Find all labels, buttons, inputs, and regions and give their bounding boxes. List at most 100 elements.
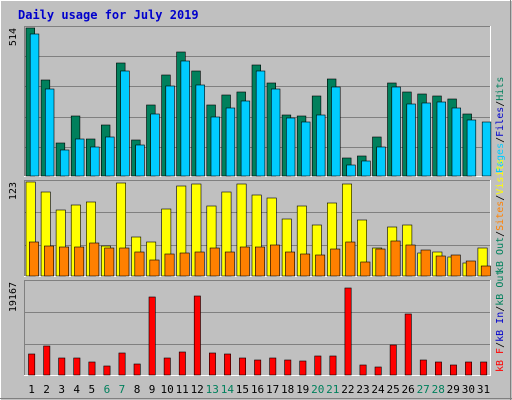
day-label: 31 bbox=[477, 383, 490, 396]
day-label: 3 bbox=[58, 383, 65, 396]
legend-separator: / bbox=[495, 231, 506, 237]
bar-kb-f bbox=[389, 344, 397, 376]
bar-pages bbox=[421, 102, 431, 177]
day-label: 24 bbox=[371, 383, 385, 396]
day-label: 28 bbox=[432, 383, 445, 396]
bar-sites bbox=[255, 246, 265, 277]
y-max-label: 19167 bbox=[8, 282, 19, 312]
bar-sites bbox=[224, 251, 235, 277]
bar-sites bbox=[74, 246, 85, 277]
bar-pages bbox=[75, 138, 85, 177]
legend-item: kB In bbox=[495, 312, 506, 342]
panel-bottom: 19167 kB F/kB In/kB Out bbox=[8, 270, 506, 376]
legend-item: kB Out bbox=[495, 237, 506, 273]
chart-title: Daily usage for July 2019 bbox=[18, 8, 199, 22]
bar-sites bbox=[149, 259, 160, 277]
day-label: 18 bbox=[281, 383, 294, 396]
bar-pages bbox=[481, 121, 492, 177]
bar-pages bbox=[135, 144, 145, 177]
day-label: 10 bbox=[160, 383, 173, 396]
bar-sites bbox=[390, 240, 401, 277]
bar-sites bbox=[300, 253, 311, 277]
bar-kb-f bbox=[73, 357, 81, 376]
bar-sites bbox=[480, 265, 491, 277]
bar-sites bbox=[345, 241, 356, 277]
bar-sites bbox=[435, 255, 446, 277]
bar-sites bbox=[375, 248, 386, 277]
bar-pages bbox=[59, 149, 70, 177]
panel-middle: 123 kB Out/Sites/Visits bbox=[8, 159, 506, 277]
day-label: 14 bbox=[221, 383, 235, 396]
bar-kb-f bbox=[209, 352, 216, 376]
bar-sites bbox=[104, 247, 115, 277]
day-label: 5 bbox=[88, 383, 95, 396]
day-label: 8 bbox=[134, 383, 141, 396]
legend-item: Files bbox=[495, 107, 506, 137]
bar-pages bbox=[44, 88, 55, 177]
bar-pages bbox=[391, 86, 401, 177]
bar-kb-f bbox=[193, 295, 201, 376]
legend-separator: / bbox=[495, 195, 506, 201]
bar-kb-f bbox=[224, 353, 231, 376]
bar-sites bbox=[59, 246, 70, 277]
day-label: 9 bbox=[149, 383, 156, 396]
bar-sites bbox=[119, 247, 130, 277]
day-label: 16 bbox=[251, 383, 264, 396]
bar-sites bbox=[420, 249, 431, 277]
bar-sites bbox=[164, 253, 175, 277]
day-label: 27 bbox=[417, 383, 430, 396]
bar-pages bbox=[90, 146, 100, 177]
bar-pages bbox=[270, 88, 281, 177]
bar-pages bbox=[225, 107, 236, 177]
bar-pages bbox=[376, 146, 386, 177]
legend-separator: / bbox=[495, 101, 506, 107]
day-label: 6 bbox=[104, 383, 111, 396]
day-label: 13 bbox=[206, 383, 219, 396]
day-label: 23 bbox=[356, 383, 369, 396]
legend-item: Visits bbox=[495, 159, 506, 195]
bar-pages bbox=[346, 164, 356, 177]
panel-legend: kB Out/Sites/Visits bbox=[495, 159, 506, 273]
bar-kb-f bbox=[480, 361, 488, 376]
bar-sites bbox=[465, 260, 476, 277]
bar-pages bbox=[436, 101, 446, 177]
bar-kb-f bbox=[178, 351, 186, 376]
bar-kb-f bbox=[359, 364, 367, 376]
bar-pages bbox=[331, 86, 341, 177]
bar-pages bbox=[195, 84, 205, 177]
bar-sites bbox=[194, 251, 205, 277]
day-label: 26 bbox=[401, 383, 414, 396]
bar-kb-f bbox=[419, 359, 427, 376]
bar-sites bbox=[450, 254, 461, 277]
bar-sites bbox=[285, 251, 295, 277]
legend-separator: / bbox=[495, 137, 506, 143]
bar-kb-f bbox=[103, 365, 111, 376]
legend-item: Pages bbox=[495, 143, 506, 173]
bar-kb-f bbox=[314, 355, 322, 376]
bar-pages bbox=[285, 117, 296, 177]
bar-kb-f bbox=[329, 355, 337, 376]
bar-pages bbox=[165, 85, 175, 177]
bar-kb-f bbox=[58, 357, 66, 376]
bar-pages bbox=[301, 121, 311, 177]
day-label: 7 bbox=[119, 383, 126, 396]
bar-pages bbox=[406, 103, 416, 177]
bar-pages bbox=[120, 70, 130, 177]
bar-sites bbox=[330, 248, 341, 277]
bar-pages bbox=[466, 119, 477, 177]
bar-kb-f bbox=[163, 357, 171, 376]
bar-kb-f bbox=[299, 360, 307, 376]
day-label: 1 bbox=[28, 383, 35, 396]
bar-pages bbox=[105, 136, 115, 177]
y-max-label: 123 bbox=[8, 182, 19, 200]
day-label: 11 bbox=[176, 383, 189, 396]
bar-kb-f bbox=[43, 345, 51, 376]
day-label: 20 bbox=[311, 383, 324, 396]
panel-legend: kB F/kB In/kB Out bbox=[495, 270, 506, 372]
bar-kb-f bbox=[434, 361, 442, 376]
bar-kb-f bbox=[465, 361, 472, 376]
bar-sites bbox=[89, 242, 100, 277]
panel-legend: Pages/Files/Hits bbox=[495, 77, 506, 173]
